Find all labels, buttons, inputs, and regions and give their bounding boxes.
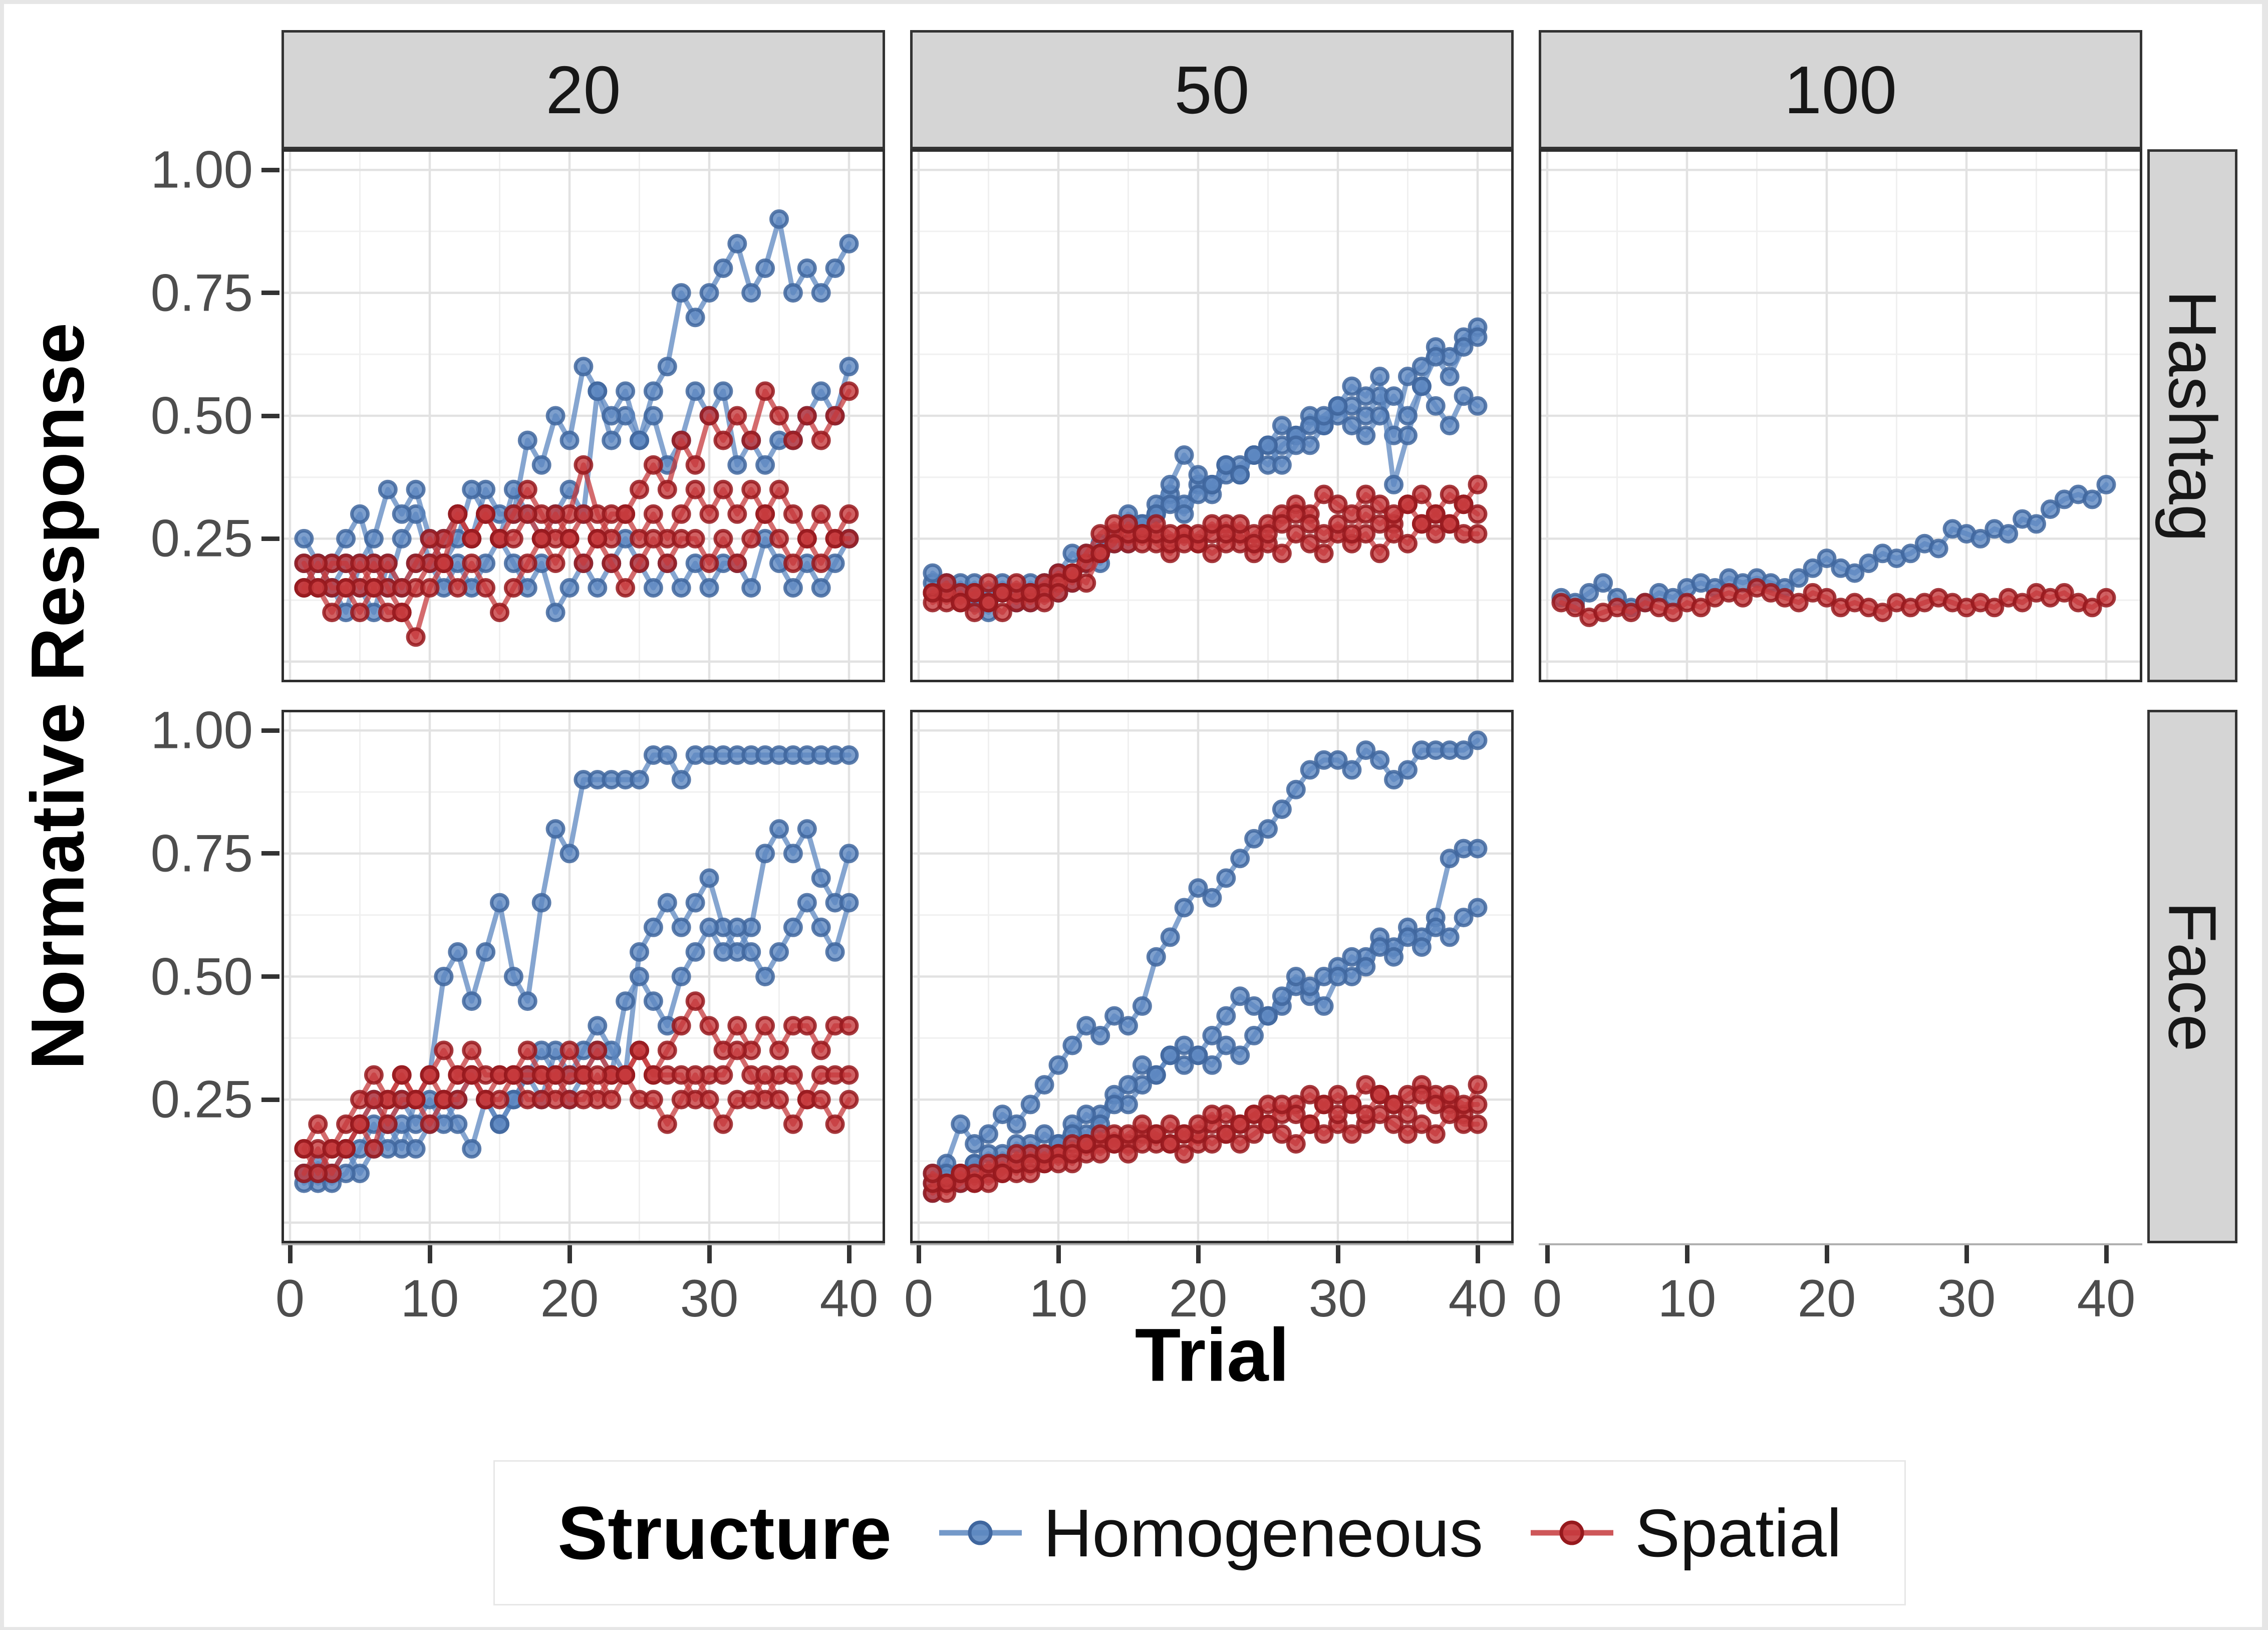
facet-strip-col-100-label: 100 (1784, 52, 1897, 128)
x-tick-label: 40 (1448, 1269, 1507, 1328)
x-tick-label: 0 (904, 1269, 934, 1328)
y-tick-mark (261, 291, 279, 296)
y-axis-title: Normative Response (15, 322, 100, 1070)
y-tick-mark (261, 1097, 279, 1102)
facet-strip-row-face-label: Face (2154, 901, 2230, 1052)
x-tick-label: 20 (540, 1269, 599, 1328)
x-axis-title: Trial (1135, 1312, 1290, 1397)
series-spatial (294, 504, 859, 647)
edge-bottom (0, 1627, 2268, 1630)
series-spatial (923, 494, 1488, 613)
y-tick-label: 0.50 (150, 947, 253, 1006)
panel-20-Face (281, 710, 885, 1243)
x-tick-mark (916, 1245, 921, 1263)
x-tick-mark (1684, 1245, 1689, 1263)
facet-strip-col-50: 50 (910, 30, 1514, 149)
x-tick-label: 30 (1308, 1269, 1367, 1328)
x-tick-label: 20 (1169, 1269, 1228, 1328)
legend-key-homogeneous-icon (939, 1520, 1022, 1545)
x-axis-line (281, 1243, 885, 1245)
edge-left (0, 0, 4, 1630)
legend: Structure Homogeneous Spatial (493, 1460, 1906, 1605)
legend-item-homogeneous: Homogeneous (937, 1494, 1483, 1572)
legend-label-spatial: Spatial (1635, 1495, 1842, 1571)
legend-label-homogeneous: Homogeneous (1043, 1495, 1484, 1571)
y-tick-mark (261, 728, 279, 733)
facet-strip-row-hashtag: Hashtag (2147, 149, 2237, 682)
y-tick-label: 1.00 (150, 140, 253, 199)
x-tick-label: 10 (1029, 1269, 1088, 1328)
y-tick-label: 0.25 (150, 1070, 253, 1129)
x-tick-label: 10 (1657, 1269, 1717, 1328)
x-tick-mark (707, 1245, 712, 1263)
panel-50-Hashtag (910, 149, 1514, 682)
series-spatial (294, 1065, 859, 1183)
x-tick-mark (1545, 1245, 1550, 1263)
x-tick-mark (1964, 1245, 1969, 1263)
edge-top (0, 0, 2268, 4)
y-tick-mark (261, 974, 279, 979)
x-tick-label: 30 (680, 1269, 739, 1328)
edge-right (2262, 0, 2268, 1630)
legend-item-spatial: Spatial (1528, 1494, 1842, 1572)
series-homogeneous (923, 730, 1488, 1183)
y-tick-mark (261, 413, 279, 418)
panel-20-Hashtag (281, 149, 885, 682)
x-tick-mark (1196, 1245, 1201, 1263)
y-tick-label: 0.75 (150, 824, 253, 883)
x-tick-mark (1475, 1245, 1480, 1263)
y-tick-label: 0.75 (150, 263, 253, 323)
x-tick-mark (2104, 1245, 2109, 1263)
x-tick-mark (1824, 1245, 1829, 1263)
legend-key-spatial-icon (1531, 1520, 1614, 1545)
x-tick-mark (288, 1245, 293, 1263)
x-tick-label: 20 (1797, 1269, 1856, 1328)
y-tick-mark (261, 536, 279, 541)
panel-100-Hashtag (1539, 149, 2142, 682)
x-tick-label: 30 (1937, 1269, 1996, 1328)
x-tick-label: 10 (400, 1269, 459, 1328)
x-axis-line (910, 1243, 1514, 1245)
facet-strip-col-50-label: 50 (1174, 52, 1250, 128)
x-tick-label: 0 (275, 1269, 305, 1328)
x-tick-mark (1056, 1245, 1061, 1263)
x-tick-mark (846, 1245, 852, 1263)
y-tick-mark (261, 167, 279, 172)
panel-50-Face (910, 710, 1514, 1243)
x-tick-label: 0 (1532, 1269, 1562, 1328)
y-tick-label: 0.50 (150, 386, 253, 445)
x-tick-label: 40 (2077, 1269, 2136, 1328)
facet-strip-row-hashtag-label: Hashtag (2154, 290, 2230, 542)
facet-strip-row-face: Face (2147, 710, 2237, 1243)
facet-strip-col-20-label: 20 (545, 52, 621, 128)
y-tick-label: 0.25 (150, 509, 253, 568)
x-tick-mark (567, 1245, 572, 1263)
y-tick-mark (261, 851, 279, 856)
series-spatial (923, 1084, 1488, 1193)
x-tick-label: 40 (819, 1269, 879, 1328)
series-spatial (1551, 578, 2116, 627)
facet-strip-col-20: 20 (281, 30, 885, 149)
y-tick-label: 1.00 (150, 701, 253, 760)
x-tick-mark (427, 1245, 432, 1263)
x-tick-mark (1335, 1245, 1340, 1263)
legend-title: Structure (557, 1490, 892, 1575)
facet-strip-col-100: 100 (1539, 30, 2142, 149)
x-axis-line (1539, 1243, 2142, 1245)
